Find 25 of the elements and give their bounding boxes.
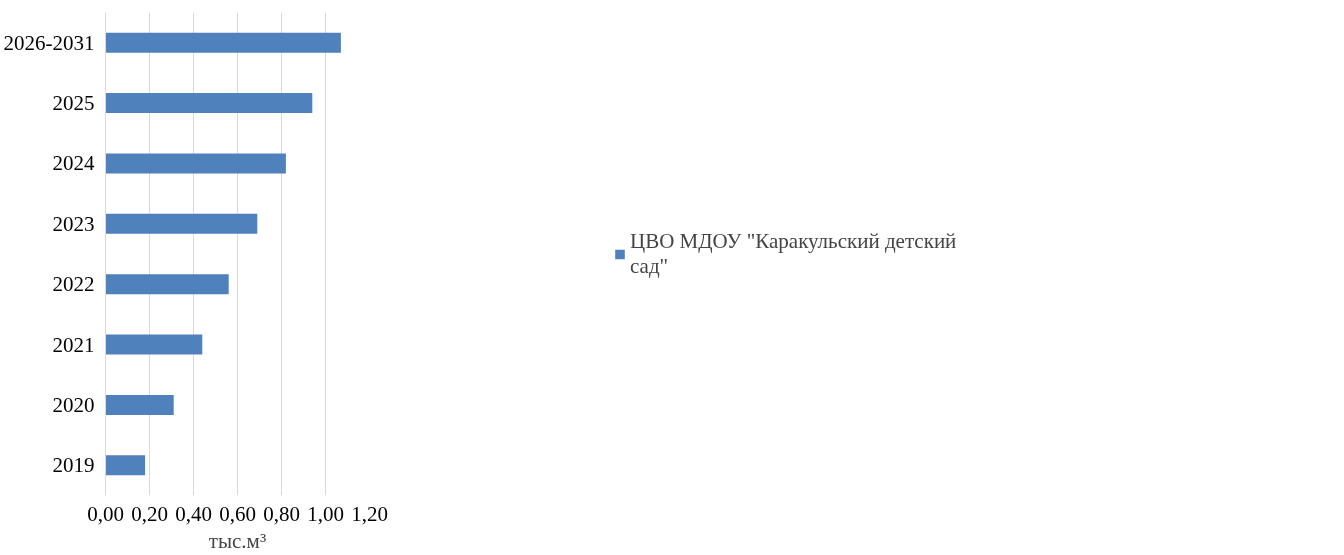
bar bbox=[105, 334, 203, 355]
y-tick-label: 2020 bbox=[52, 392, 95, 417]
bar bbox=[105, 153, 286, 174]
x-tick-label: 0,40 bbox=[175, 501, 212, 526]
x-axis-title: тыс.м³ bbox=[208, 528, 267, 553]
legend-label: ЦВО МДОУ "Каракульский детский сад" bbox=[630, 228, 958, 279]
bar bbox=[105, 213, 258, 234]
x-tick-label: 0,80 bbox=[263, 501, 300, 526]
y-tick-label: 2022 bbox=[52, 272, 95, 297]
bar bbox=[105, 32, 341, 53]
x-tick-label: 0,20 bbox=[131, 501, 168, 526]
y-tick-label: 2019 bbox=[52, 453, 95, 478]
y-tick-label: 2025 bbox=[52, 91, 95, 116]
bar bbox=[105, 93, 313, 114]
bar bbox=[105, 455, 146, 476]
y-tick-label: 2023 bbox=[52, 211, 95, 236]
x-tick-label: 1,20 bbox=[351, 501, 388, 526]
x-tick-label: 1,00 bbox=[307, 501, 344, 526]
x-tick-label: 0,00 bbox=[87, 501, 124, 526]
bar bbox=[105, 274, 229, 295]
bar bbox=[105, 394, 174, 415]
x-tick-label: 0,60 bbox=[219, 501, 256, 526]
y-tick-label: 2021 bbox=[52, 332, 95, 357]
y-tick-label: 2026-2031 bbox=[3, 30, 95, 55]
y-tick-label: 2024 bbox=[52, 151, 95, 176]
